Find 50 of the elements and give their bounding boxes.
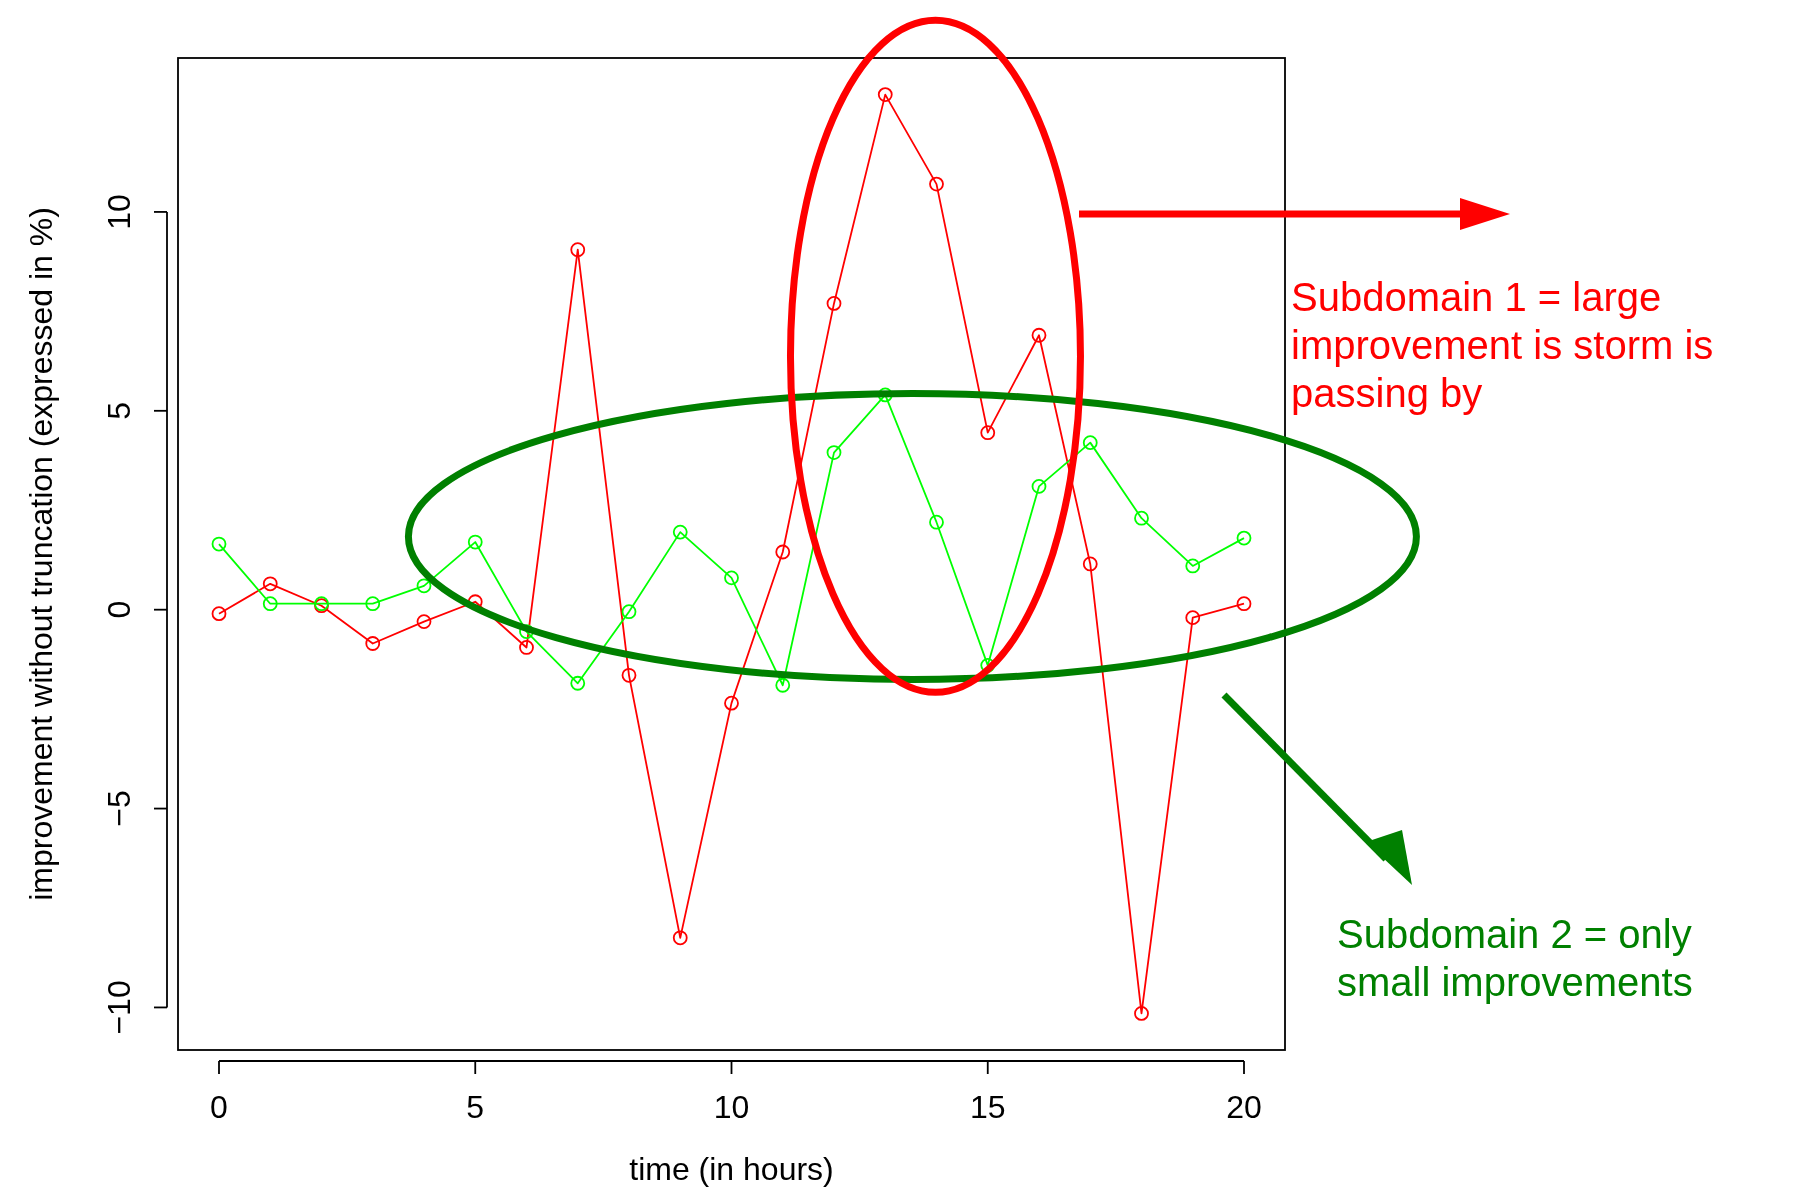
point	[211, 536, 227, 552]
y-tick-label: −5	[101, 790, 137, 827]
point	[724, 570, 739, 586]
point	[672, 524, 688, 540]
point	[1134, 1006, 1149, 1021]
y-tick-label: 0	[101, 600, 137, 619]
point	[672, 930, 688, 946]
x-tick-label: 0	[210, 1089, 228, 1125]
point	[467, 534, 483, 550]
point	[877, 87, 893, 102]
point	[929, 176, 944, 192]
text: Subdomain 2 = only small improvements	[1337, 912, 1693, 1004]
point	[211, 606, 227, 622]
x-tick-label: 10	[713, 1089, 750, 1125]
point	[1082, 435, 1098, 451]
x-tick-label: 15	[969, 1089, 1006, 1125]
point	[826, 445, 842, 460]
point	[621, 604, 637, 620]
point	[1031, 478, 1047, 494]
x-tick-label: 20	[1226, 1089, 1262, 1125]
point	[826, 296, 842, 311]
text: Subdomain 1 = large improvement is storm is passing by	[1291, 275, 1714, 415]
y-tick-label: 5	[101, 401, 137, 420]
point	[929, 514, 944, 530]
point	[980, 425, 996, 441]
x-tick-label: 5	[466, 1089, 485, 1125]
x-axis-title: time (in hours)	[629, 1151, 834, 1187]
y-tick-label: −10	[101, 980, 137, 1035]
point	[262, 596, 278, 612]
point	[365, 636, 381, 651]
point	[519, 640, 534, 655]
point	[570, 242, 586, 258]
point	[570, 675, 586, 691]
y-axis-title: improvement without truncation (expressed in %)	[23, 207, 59, 901]
point	[365, 596, 381, 612]
y-tick-label: 10	[101, 194, 137, 230]
point	[775, 544, 791, 560]
point	[262, 576, 278, 592]
point	[1185, 558, 1201, 574]
point	[1236, 530, 1252, 546]
point	[1185, 610, 1201, 626]
point	[1236, 596, 1252, 612]
point	[775, 677, 791, 693]
point	[1134, 510, 1149, 526]
point	[621, 667, 637, 683]
point	[1031, 327, 1047, 343]
point	[416, 614, 432, 630]
point	[1082, 556, 1098, 572]
point	[416, 578, 432, 594]
point	[724, 695, 739, 711]
